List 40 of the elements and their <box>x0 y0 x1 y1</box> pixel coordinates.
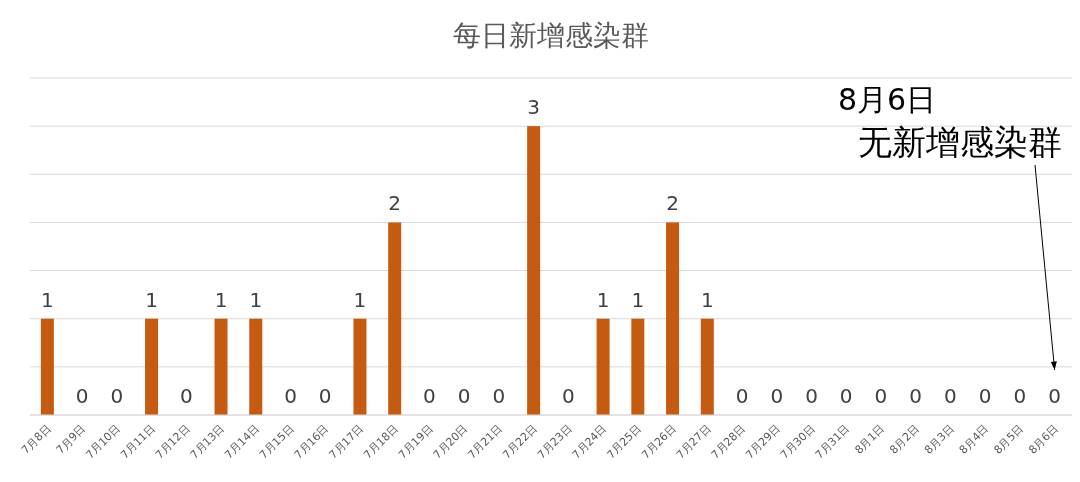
data-label: 0 <box>492 384 506 408</box>
x-tick-label: 8月4日 <box>956 421 992 457</box>
x-tick-label: 8月6日 <box>1026 421 1061 457</box>
data-label: 0 <box>1048 384 1061 408</box>
data-label: 0 <box>110 384 124 408</box>
data-label: 0 <box>284 384 297 408</box>
data-label: 0 <box>874 384 888 408</box>
data-label: 0 <box>978 384 992 408</box>
data-label: 0 <box>423 384 436 408</box>
x-tick-label: 8月2日 <box>887 421 922 457</box>
data-label: 0 <box>457 384 471 408</box>
data-label: 1 <box>353 287 367 312</box>
data-label: 2 <box>666 191 679 216</box>
data-label: 2 <box>388 191 402 216</box>
data-label: 1 <box>596 287 610 312</box>
x-tick-label: 8月5日 <box>991 421 1027 457</box>
data-label: 0 <box>562 384 575 408</box>
data-label: 1 <box>145 287 158 312</box>
data-label: 0 <box>944 384 957 408</box>
data-label: 0 <box>839 384 853 408</box>
data-label: 0 <box>770 384 784 408</box>
data-label: 0 <box>318 384 332 408</box>
data-label: 1 <box>700 287 714 312</box>
data-label: 1 <box>631 287 645 312</box>
annotation: 8月6日 <box>838 82 937 117</box>
x-tick-label: 7月8日 <box>18 421 54 457</box>
annotation: 无新增感染群 <box>858 122 1062 162</box>
x-tick-label: 8月3日 <box>921 421 957 457</box>
x-tick-label: 8月1日 <box>852 421 888 457</box>
chart-title: 每日新增感染群 <box>453 19 649 52</box>
data-label: 0 <box>75 384 89 408</box>
data-label: 3 <box>527 95 540 120</box>
data-label: 0 <box>179 384 193 408</box>
data-label: 1 <box>249 287 263 312</box>
data-label: 0 <box>909 384 923 408</box>
data-label: 0 <box>805 384 818 408</box>
data-label: 1 <box>41 287 54 312</box>
data-label: 1 <box>214 287 228 312</box>
data-label: 0 <box>735 384 749 408</box>
data-label: 0 <box>1013 384 1027 408</box>
